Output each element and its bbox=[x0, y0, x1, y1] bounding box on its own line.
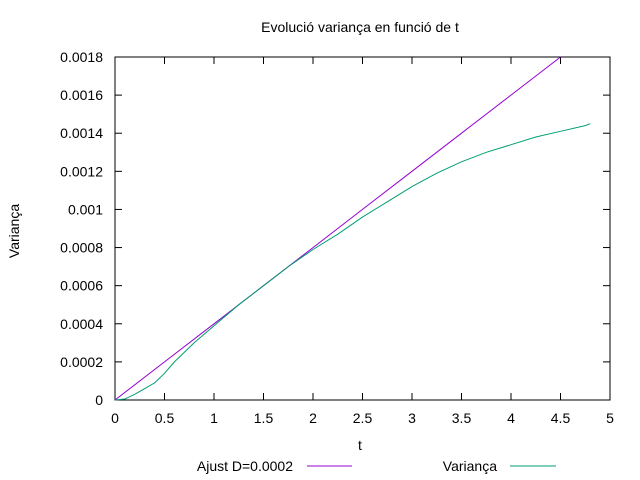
x-tick-label: 2 bbox=[309, 410, 317, 426]
series-line-0 bbox=[114, 56, 561, 401]
x-tick-label: 0.5 bbox=[155, 410, 175, 426]
x-tick-label: 3 bbox=[408, 410, 416, 426]
x-tick-label: 5 bbox=[606, 410, 614, 426]
x-tick-label: 1 bbox=[210, 410, 218, 426]
chart-title: Evolució variança en funció de t bbox=[261, 19, 459, 35]
y-tick-label: 0.001 bbox=[68, 201, 103, 217]
x-tick-label: 0 bbox=[111, 410, 119, 426]
y-tick-label: 0.0016 bbox=[60, 87, 103, 103]
y-tick-label: 0.0018 bbox=[60, 49, 103, 65]
plot-frame bbox=[114, 56, 611, 401]
y-tick-label: 0.0004 bbox=[60, 316, 103, 332]
x-tick-label: 2.5 bbox=[353, 410, 373, 426]
series-line-1 bbox=[114, 123, 591, 401]
x-tick-label: 4.5 bbox=[551, 410, 571, 426]
legend: Ajust D=0.0002 Variança bbox=[197, 458, 556, 474]
x-tick-label: 3.5 bbox=[452, 410, 472, 426]
y-tick-label: 0.0012 bbox=[60, 163, 103, 179]
y-tick-label: 0.0002 bbox=[60, 354, 103, 370]
y-axis-label: Variança bbox=[6, 204, 22, 258]
y-tick-label: 0.0008 bbox=[60, 240, 103, 256]
legend-label-1: Variança bbox=[443, 458, 497, 474]
series-layer bbox=[114, 56, 591, 401]
x-axis: 0 0.5 1 1.5 2 2.5 3 3.5 4 4.5 5 bbox=[111, 57, 614, 426]
y-axis: 0 0.0002 0.0004 0.0006 0.0008 0.001 0.0012 0.00… bbox=[60, 49, 610, 408]
legend-label-0: Ajust D=0.0002 bbox=[197, 458, 293, 474]
x-tick-label: 1.5 bbox=[254, 410, 274, 426]
y-tick-label: 0 bbox=[95, 392, 103, 408]
x-axis-label: t bbox=[358, 437, 362, 453]
y-tick-label: 0.0006 bbox=[60, 278, 103, 294]
x-tick-label: 4 bbox=[507, 410, 515, 426]
y-tick-label: 0.0014 bbox=[60, 125, 103, 141]
